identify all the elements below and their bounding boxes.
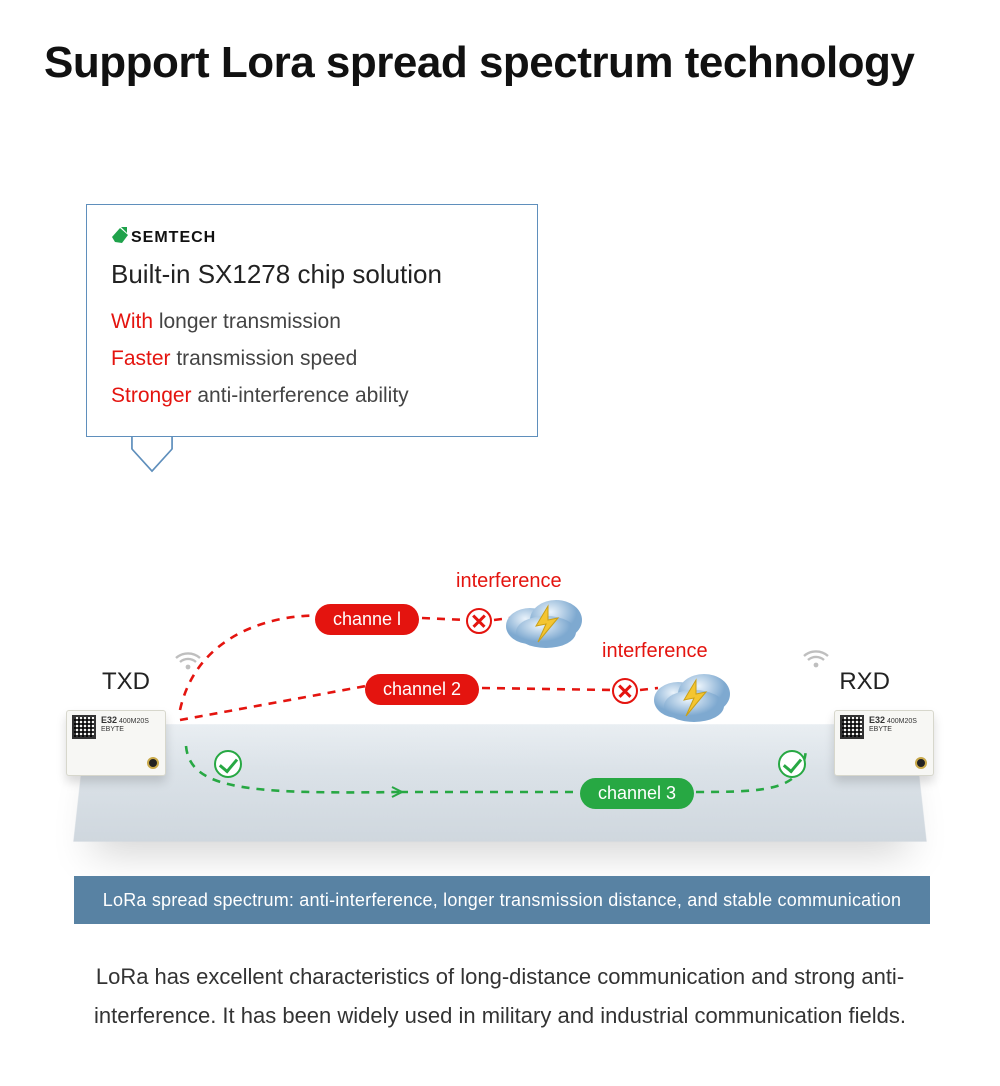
interference-cloud-icon [650,666,736,722]
callout-box: SEMTECH Built-in SX1278 chip solution Wi… [86,204,538,437]
rxd-module: E32 400M20SEBYTE [834,710,934,776]
channel-diagram: TXD RXD E32 400M20SEBYTE E32 400M20SEBYT… [50,550,950,870]
feature-line-1: With longer transmission [111,304,513,341]
interference-label-1: interference [456,570,562,593]
callout-heading: Built-in SX1278 chip solution [111,259,513,290]
semtech-logo-text: SEMTECH [131,229,216,247]
page-title: Support Lora spread spectrum technology [0,0,1000,88]
wifi-icon [174,648,202,670]
txd-module: E32 400M20SEBYTE [66,710,166,776]
blocked-icon [612,678,638,704]
wifi-icon [802,646,830,668]
success-check-icon [214,750,242,778]
interference-label-2: interference [602,640,708,663]
channel-2-pill: channel 2 [365,674,479,705]
summary-banner: LoRa spread spectrum: anti-interference,… [74,876,930,924]
channel-1-pill: channe l [315,604,419,635]
txd-label: TXD [102,668,150,696]
feature-line-2: Faster transmission speed [111,341,513,378]
platform-surface [73,724,926,841]
blocked-icon [466,608,492,634]
feature-line-3: Stronger anti-interference ability [111,378,513,415]
rxd-label: RXD [839,668,890,696]
semtech-logo: SEMTECH [111,225,513,247]
interference-cloud-icon [502,592,588,648]
channel-3-pill: channel 3 [580,778,694,809]
callout-arrow-icon [130,437,174,473]
success-check-icon [778,750,806,778]
footer-description: LoRa has excellent characteristics of lo… [80,958,920,1035]
